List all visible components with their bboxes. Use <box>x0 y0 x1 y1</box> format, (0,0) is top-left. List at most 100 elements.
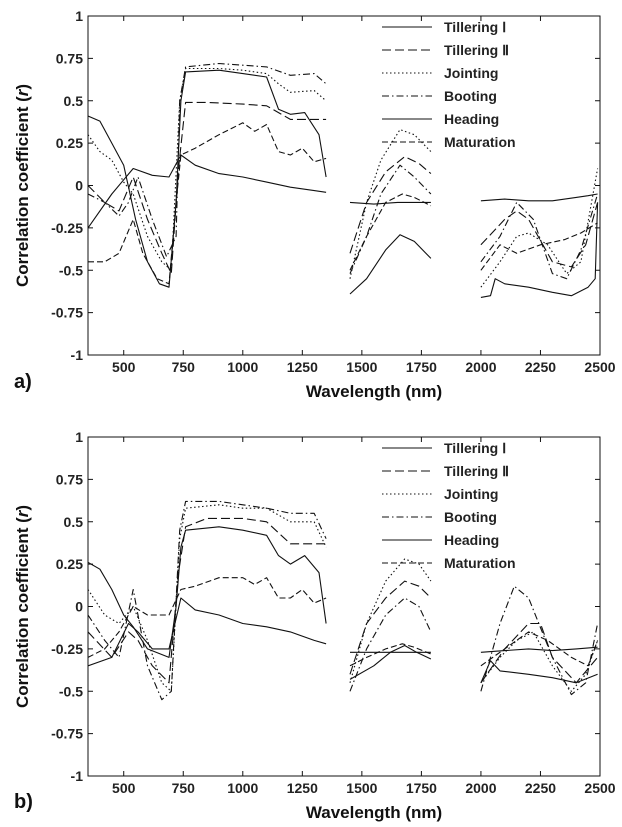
x-tick-label: 750 <box>172 359 196 375</box>
y-tick-label: 1 <box>75 8 83 24</box>
series-line <box>88 597 327 667</box>
y-tick-label: 1 <box>75 429 83 445</box>
y-axis-title: Correlation coefficient (r) <box>13 84 32 287</box>
x-tick-label: 500 <box>112 359 136 375</box>
series-line <box>349 201 431 205</box>
series-line <box>88 577 327 658</box>
y-tick-label: 0.75 <box>56 50 83 66</box>
x-tick-label: 2500 <box>584 359 615 375</box>
legend-label: Jointing <box>444 65 498 81</box>
x-axis-title: Wavelength (nm) <box>306 803 442 822</box>
y-tick-label: -1 <box>71 768 84 784</box>
legend-label: Booting <box>444 509 497 525</box>
series-line <box>88 69 327 288</box>
x-tick-label: 1250 <box>287 359 318 375</box>
series-line <box>88 500 327 701</box>
series-line <box>349 193 432 271</box>
series-line <box>349 164 432 274</box>
series-line <box>88 122 327 285</box>
x-tick-label: 1000 <box>227 359 258 375</box>
legend-label: Heading <box>444 111 499 127</box>
x-tick-label: 1250 <box>287 780 318 796</box>
series-line <box>349 644 432 680</box>
series-line <box>349 129 432 279</box>
series-line <box>88 526 327 658</box>
legend-label: Tillering Ⅰ <box>444 19 506 35</box>
legend-label: Heading <box>444 532 499 548</box>
x-tick-label: 1750 <box>406 359 437 375</box>
legend-label: Maturation <box>444 134 516 150</box>
legend-label: Jointing <box>444 486 498 502</box>
y-tick-label: -0.5 <box>59 262 83 278</box>
series-line <box>349 156 432 254</box>
y-tick-label: 0.25 <box>56 556 83 572</box>
series-line <box>480 646 598 653</box>
y-tick-label: -0.25 <box>51 641 83 657</box>
series-line <box>480 631 599 667</box>
series-line <box>349 643 432 667</box>
series-line <box>349 558 432 683</box>
y-tick-label: 0 <box>75 178 83 194</box>
plot-frame <box>87 15 601 356</box>
x-tick-label: 1750 <box>406 780 437 796</box>
series-line <box>88 101 327 275</box>
series-3 <box>88 504 599 692</box>
series-line <box>349 597 432 692</box>
chart-panel-1: 500 750 1000 1250 1500 1750 2000 2250 2500 1 0.75 0… <box>13 8 616 401</box>
y-tick-label: 0 <box>75 599 83 615</box>
series-1 <box>88 597 598 667</box>
series-line <box>349 234 432 295</box>
series-line <box>88 517 327 684</box>
x-tick-label: 500 <box>112 780 136 796</box>
series-line <box>88 154 327 229</box>
legend-label: Tillering Ⅰ <box>444 440 506 456</box>
x-tick-label: 750 <box>172 780 196 796</box>
series-line <box>480 168 599 288</box>
x-tick-label: 2000 <box>465 780 496 796</box>
y-tick-label: 0.25 <box>56 135 83 151</box>
y-tick-label: -0.75 <box>51 726 83 742</box>
series-line <box>480 193 598 202</box>
series-2 <box>88 517 599 684</box>
chart-panel-2: 500 750 1000 1250 1500 1750 2000 2250 2500 1 0.75 0… <box>13 429 616 822</box>
y-tick-label: -0.25 <box>51 220 83 236</box>
x-tick-label: 2250 <box>525 780 556 796</box>
y-tick-label: 0.5 <box>64 514 84 530</box>
series-line <box>480 585 599 696</box>
y-tick-label: -1 <box>71 347 84 363</box>
panel-label: a) <box>14 371 32 393</box>
y-tick-label: 0.5 <box>64 93 84 109</box>
series-line <box>480 660 598 684</box>
y-axis-title: Correlation coefficient (r) <box>13 505 32 708</box>
series-6 <box>88 577 599 667</box>
series-6 <box>88 122 598 285</box>
series-line <box>480 222 598 271</box>
series-line <box>480 202 599 268</box>
series-4 <box>88 500 599 701</box>
x-tick-label: 2500 <box>584 780 615 796</box>
series-1 <box>88 154 598 229</box>
x-tick-label: 2250 <box>525 359 556 375</box>
series-5 <box>88 526 598 684</box>
series-3 <box>88 67 599 288</box>
panel-label: b) <box>14 791 33 813</box>
series-line <box>480 193 599 280</box>
series-line <box>480 202 599 298</box>
x-tick-label: 1500 <box>346 780 377 796</box>
legend-label: Booting <box>444 88 497 104</box>
y-tick-label: -0.75 <box>51 305 83 321</box>
y-tick-label: -0.5 <box>59 683 83 699</box>
series-5 <box>88 69 599 298</box>
y-tick-label: 0.75 <box>56 471 83 487</box>
legend-label: Maturation <box>444 555 516 571</box>
legend-label: Tillering Ⅱ <box>444 42 509 58</box>
series-4 <box>88 62 599 280</box>
plot-frame <box>87 436 601 777</box>
series-2 <box>88 101 599 275</box>
x-tick-label: 1500 <box>346 359 377 375</box>
x-tick-label: 1000 <box>227 780 258 796</box>
x-tick-label: 2000 <box>465 359 496 375</box>
legend-label: Tillering Ⅱ <box>444 463 509 479</box>
x-axis-title: Wavelength (nm) <box>306 382 442 401</box>
